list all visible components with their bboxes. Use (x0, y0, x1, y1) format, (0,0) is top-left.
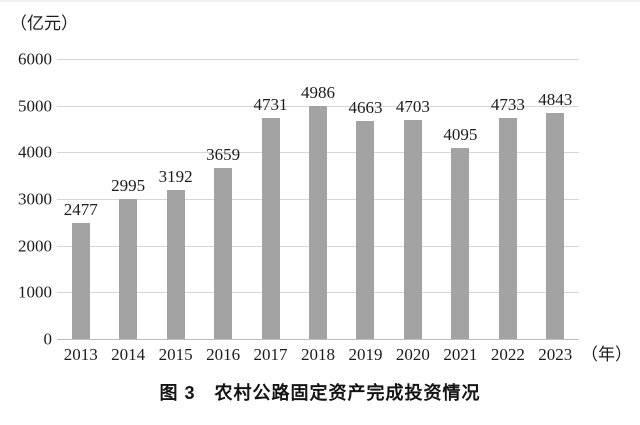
y-tick-label: 1000 (18, 282, 52, 302)
bar-value-label: 2995 (111, 176, 146, 196)
bar-value-label: 4733 (490, 95, 525, 115)
x-tick-label: 2023 (538, 345, 573, 364)
bar-value-label: 2477 (63, 200, 98, 220)
x-tick-label: 2022 (490, 345, 525, 364)
y-tick-label: 2000 (18, 236, 52, 256)
x-axis-unit-label: （年） (581, 345, 632, 364)
gridline (57, 59, 579, 60)
bar-2019 (356, 121, 375, 339)
x-tick-label: 2019 (348, 345, 383, 364)
x-tick-label: 2018 (301, 345, 335, 364)
bar-2017 (261, 118, 280, 339)
y-tick-label: 6000 (18, 49, 52, 69)
x-tick-label: 2020 (395, 345, 430, 364)
y-tick-label: 5000 (18, 96, 52, 116)
bar-value-label: 3659 (206, 145, 241, 165)
bar-2022 (498, 118, 517, 339)
bar-2014 (119, 199, 138, 339)
x-tick-label: 2016 (206, 345, 241, 364)
x-tick-label: 2013 (63, 345, 98, 364)
bar-2016 (214, 168, 233, 339)
x-tick-label: 2017 (253, 345, 288, 364)
bar-value-label: 4986 (301, 83, 335, 103)
x-tick-label: 2014 (111, 345, 146, 364)
y-axis-unit-label: （亿元） (10, 14, 78, 33)
bar-2018 (309, 106, 327, 339)
x-tick-label: 2015 (158, 345, 193, 364)
bar-value-label: 3192 (158, 167, 193, 187)
y-tick-label: 0 (43, 329, 53, 349)
gridline (57, 105, 579, 107)
y-tick-label: 3000 (18, 189, 52, 209)
bar-value-label: 4663 (348, 98, 383, 118)
bar-2015 (166, 190, 185, 339)
bar-value-label: 4843 (538, 89, 573, 109)
bar-2021 (451, 147, 470, 339)
bar-2020 (403, 119, 422, 339)
bar-value-label: 4731 (253, 95, 288, 115)
x-tick-label: 2021 (443, 345, 478, 364)
y-tick-label: 4000 (18, 142, 52, 162)
bar-2023 (546, 112, 565, 339)
bar-2013 (71, 223, 90, 339)
x-axis-baseline (57, 339, 579, 340)
figure-caption: 图 3 农村公路固定资产完成投资情况 (159, 383, 481, 403)
bar-value-label: 4703 (395, 96, 430, 116)
bar-value-label: 4095 (443, 124, 478, 144)
